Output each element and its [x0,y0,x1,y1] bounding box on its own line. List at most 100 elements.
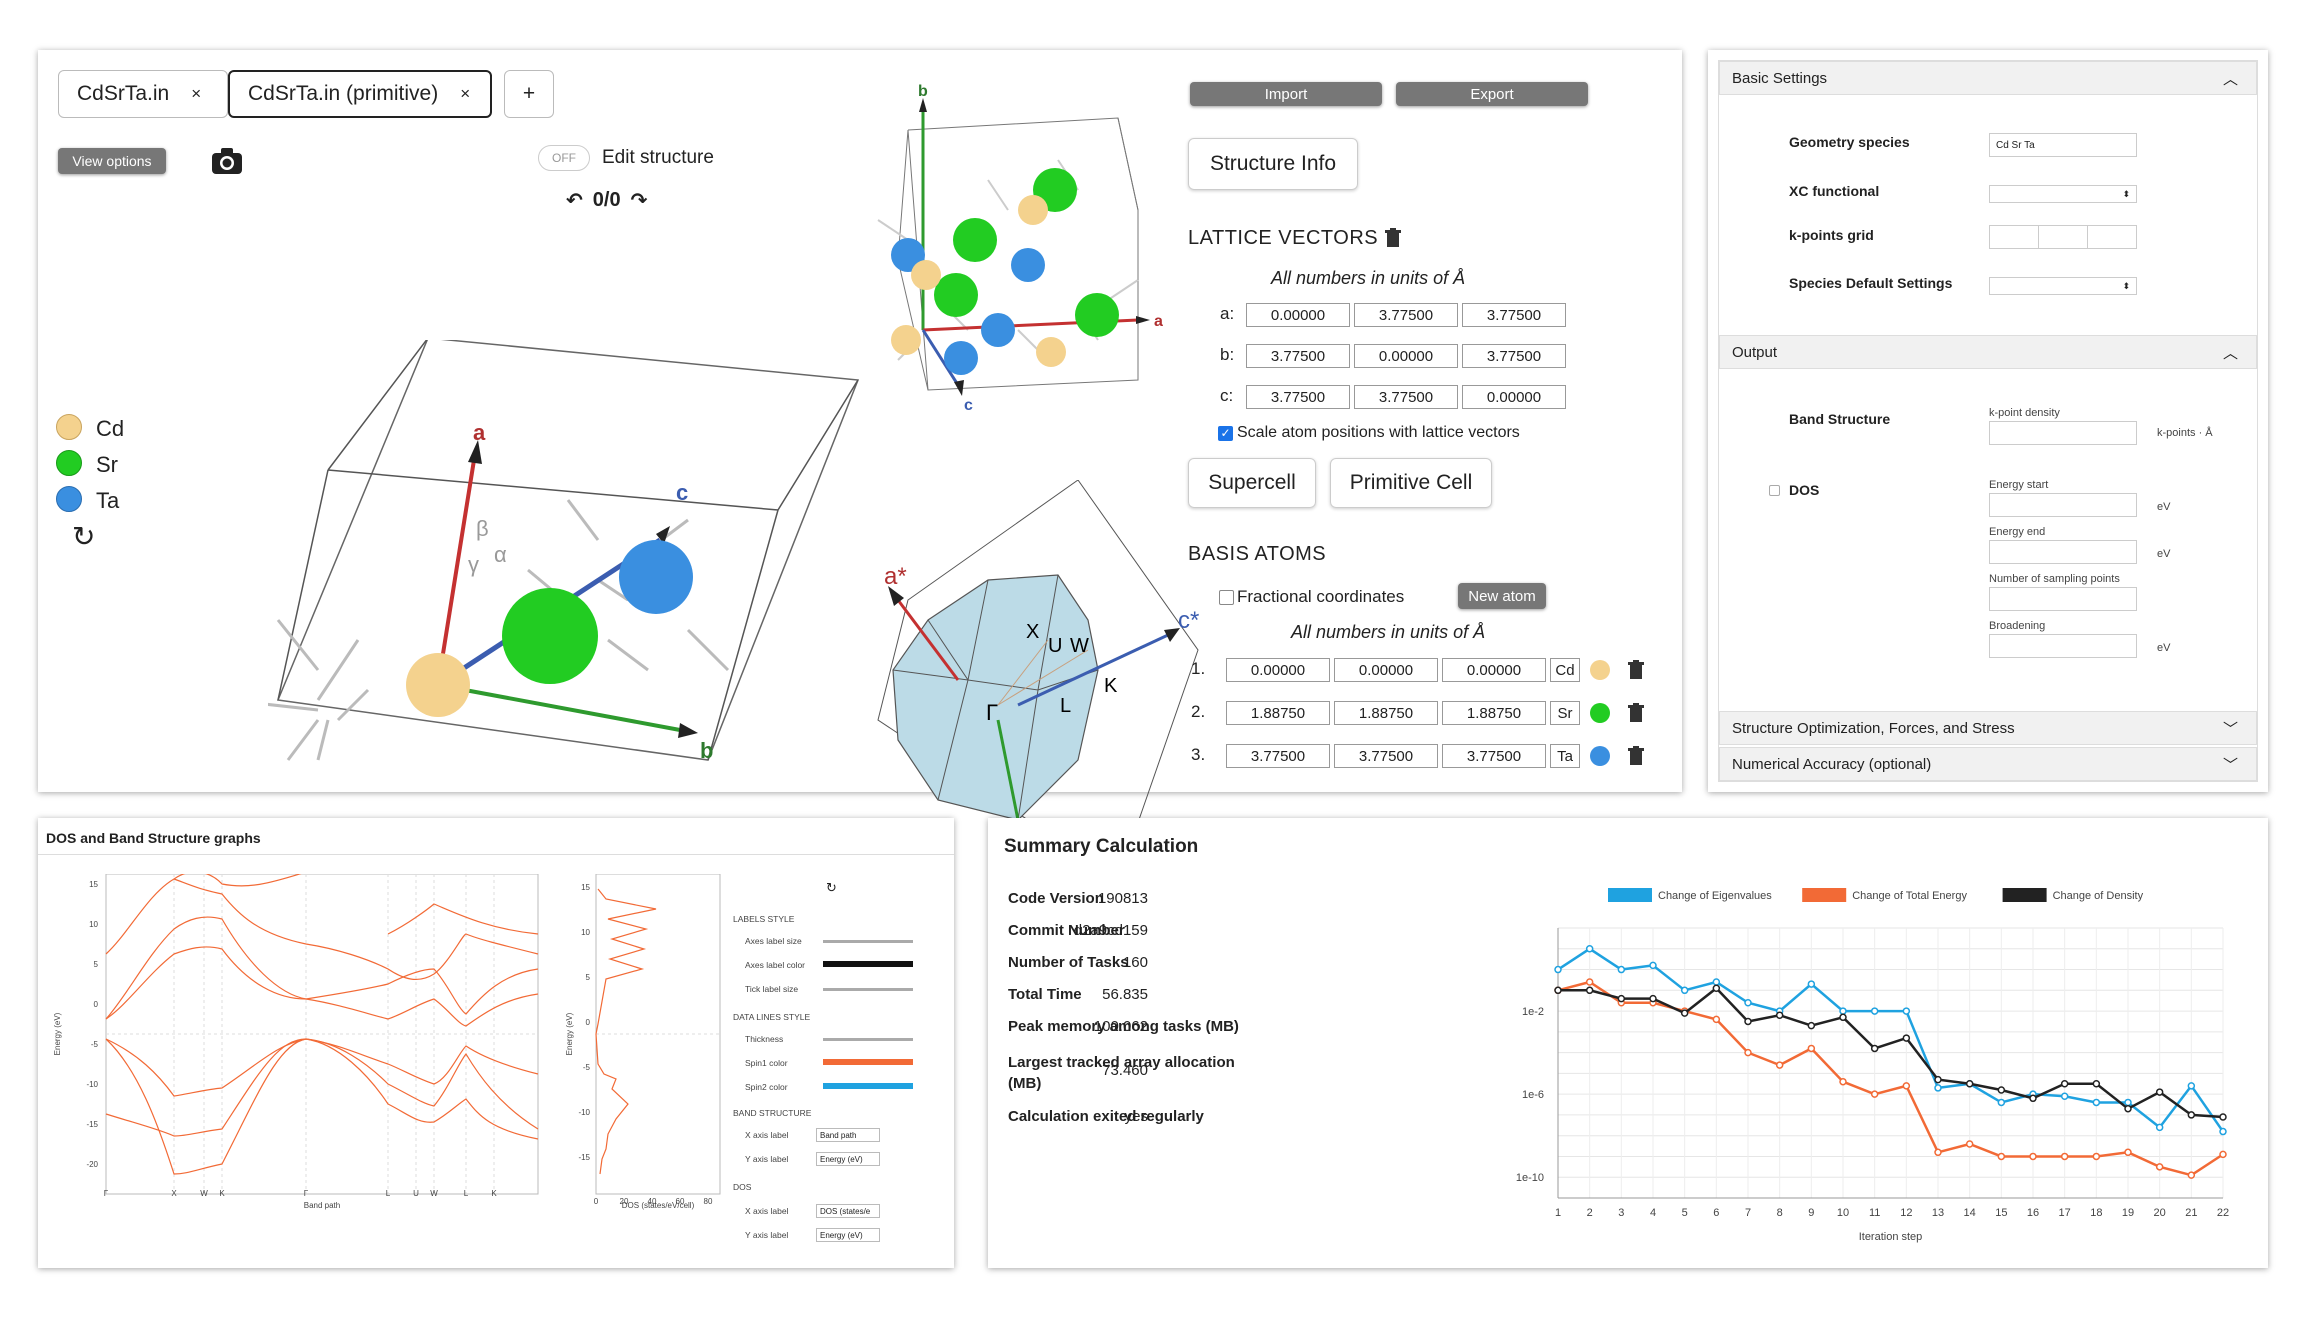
lattice-b-y[interactable]: 0.00000 [1354,344,1458,368]
lattice-c-x[interactable]: 3.77500 [1246,385,1350,409]
data-point[interactable] [1617,994,1626,1003]
basic-settings-header[interactable]: Basic Settings ︿ [1719,61,2257,95]
atom2-color[interactable] [1590,703,1610,723]
reset-view-icon[interactable]: ↻ [72,521,96,552]
species-default-select[interactable]: ⬍ [1989,277,2137,295]
atom-ta[interactable] [619,540,693,614]
lattice-a-z[interactable]: 3.77500 [1462,303,1566,327]
import-button[interactable]: Import [1190,82,1382,106]
data-point[interactable] [2155,1123,2164,1132]
kpoints-grid-y[interactable] [2038,225,2088,249]
data-point[interactable] [2219,1113,2227,1121]
data-point[interactable] [2029,1152,2037,1161]
sampling-points-input[interactable] [1989,587,2137,611]
data-point[interactable] [1617,965,1626,974]
camera-icon[interactable] [210,146,244,176]
lattice-b-x[interactable]: 3.77500 [1246,344,1350,368]
axes-label-color-swatch[interactable] [823,961,913,967]
legend-swatch[interactable] [1802,888,1847,902]
data-point[interactable] [1744,1017,1752,1026]
legend-swatch[interactable] [1608,888,1652,902]
band-structure-plot[interactable]: 15 10 5 0 -5 -10 -15 -20 Γ X W K Γ L U W L K Energy (eV)… [38,874,558,1214]
scale-atoms-checkbox[interactable]: ✓ [1218,426,1233,441]
close-icon[interactable]: × [460,84,471,103]
data-point[interactable] [2060,1080,2069,1088]
lattice-b-z[interactable]: 3.77500 [1462,344,1566,368]
data-point[interactable] [1744,1048,1752,1057]
convergence-chart[interactable]: 1e-21e-61e-101 2 3 4 5 6 7 8 9 10 11 12 13 14 15 16 17 18… [1478,868,2238,1258]
kpoint-density-input[interactable] [1989,421,2137,445]
tab-cdsrta[interactable]: CdSrTa.in × [58,70,228,118]
data-point[interactable] [1585,945,1594,953]
data-point[interactable] [1585,978,1594,986]
numerical-accuracy-header[interactable]: Numerical Accuracy (optional) ﹀ [1719,747,2257,781]
data-point[interactable] [1965,1080,1974,1088]
close-icon[interactable]: × [191,84,202,103]
data-point[interactable] [1554,965,1562,974]
atom2-x[interactable]: 1.88750 [1226,701,1330,725]
data-point[interactable] [2060,1152,2069,1161]
data-point[interactable] [1870,1090,1879,1098]
data-point[interactable] [1997,1152,2006,1161]
data-point[interactable] [2187,1082,2196,1090]
broadening-input[interactable] [1989,634,2137,658]
atom1-y[interactable]: 0.00000 [1334,658,1438,682]
lattice-a-x[interactable]: 0.00000 [1246,303,1350,327]
dos-plot[interactable]: 15 10 5 0 -5 -10 -15 0 20 40 60 80 Energy (eV) DOS… [546,874,732,1214]
data-point[interactable] [1807,1021,1816,1030]
dos-checkbox[interactable] [1769,485,1780,496]
data-point[interactable] [2029,1094,2037,1103]
edit-structure-toggle[interactable]: OFF [538,145,590,171]
data-point[interactable] [1997,1086,2006,1094]
output-header[interactable]: Output ︿ [1719,335,2257,369]
xc-functional-select[interactable]: ⬍ [1989,185,2137,203]
lattice-c-z[interactable]: 0.00000 [1462,385,1566,409]
lattice-c-y[interactable]: 3.77500 [1354,385,1458,409]
atom1-color[interactable] [1590,660,1610,680]
data-point[interactable] [2092,1098,2101,1107]
trash-icon[interactable] [1628,660,1644,680]
data-point[interactable] [1902,1082,1911,1090]
redo-icon[interactable]: ↷ [630,190,648,212]
legend-label[interactable]: Change of Eigenvalues [1658,890,1772,902]
cell-view[interactable]: b a c [838,80,1178,450]
data-point[interactable] [1775,1011,1784,1019]
data-point[interactable] [2124,1148,2132,1157]
data-point[interactable] [1649,961,1657,970]
data-point[interactable] [1680,986,1689,995]
dos-x-axis-input[interactable]: DOS (states/e [816,1204,880,1218]
spin1-color-swatch[interactable] [823,1059,913,1065]
data-point[interactable] [2155,1163,2164,1171]
reset-plot-icon[interactable]: ↻ [826,880,837,895]
atom2-species[interactable]: Sr [1550,701,1580,725]
data-point[interactable] [1870,1044,1879,1053]
tab-cdsrta-primitive[interactable]: CdSrTa.in (primitive) × [228,70,492,118]
data-point[interactable] [2155,1088,2164,1096]
add-tab-button[interactable]: + [504,70,554,118]
structure-info-button[interactable]: Structure Info [1188,138,1358,190]
primitive-cell-button[interactable]: Primitive Cell [1330,458,1492,508]
trash-icon[interactable] [1628,703,1644,723]
axes-label-size-slider[interactable] [823,940,913,943]
legend-label[interactable]: Change of Density [2053,890,2144,902]
atom1-x[interactable]: 0.00000 [1226,658,1330,682]
data-point[interactable] [2092,1080,2101,1088]
tick-label-size-slider[interactable] [823,988,913,991]
atom3-species[interactable]: Ta [1550,744,1580,768]
data-point[interactable] [2060,1092,2069,1100]
undo-icon[interactable]: ↶ [566,190,583,212]
atom2-y[interactable]: 1.88750 [1334,701,1438,725]
data-point[interactable] [2092,1152,2101,1161]
bs-y-axis-input[interactable]: Energy (eV) [816,1152,880,1166]
data-point[interactable] [1934,1148,1942,1157]
data-point[interactable] [1649,994,1657,1003]
data-point[interactable] [1902,1034,1911,1042]
view-options-button[interactable]: View options [58,148,166,174]
energy-end-input[interactable] [1989,540,2137,564]
structure-optimization-header[interactable]: Structure Optimization, Forces, and Stre… [1719,711,2257,745]
structure-viewer-3d[interactable]: β γ α a b c [268,340,888,820]
data-point[interactable] [1839,1007,1847,1015]
data-point[interactable] [2187,1111,2196,1119]
data-point[interactable] [1744,999,1752,1007]
data-point[interactable] [1712,984,1721,992]
